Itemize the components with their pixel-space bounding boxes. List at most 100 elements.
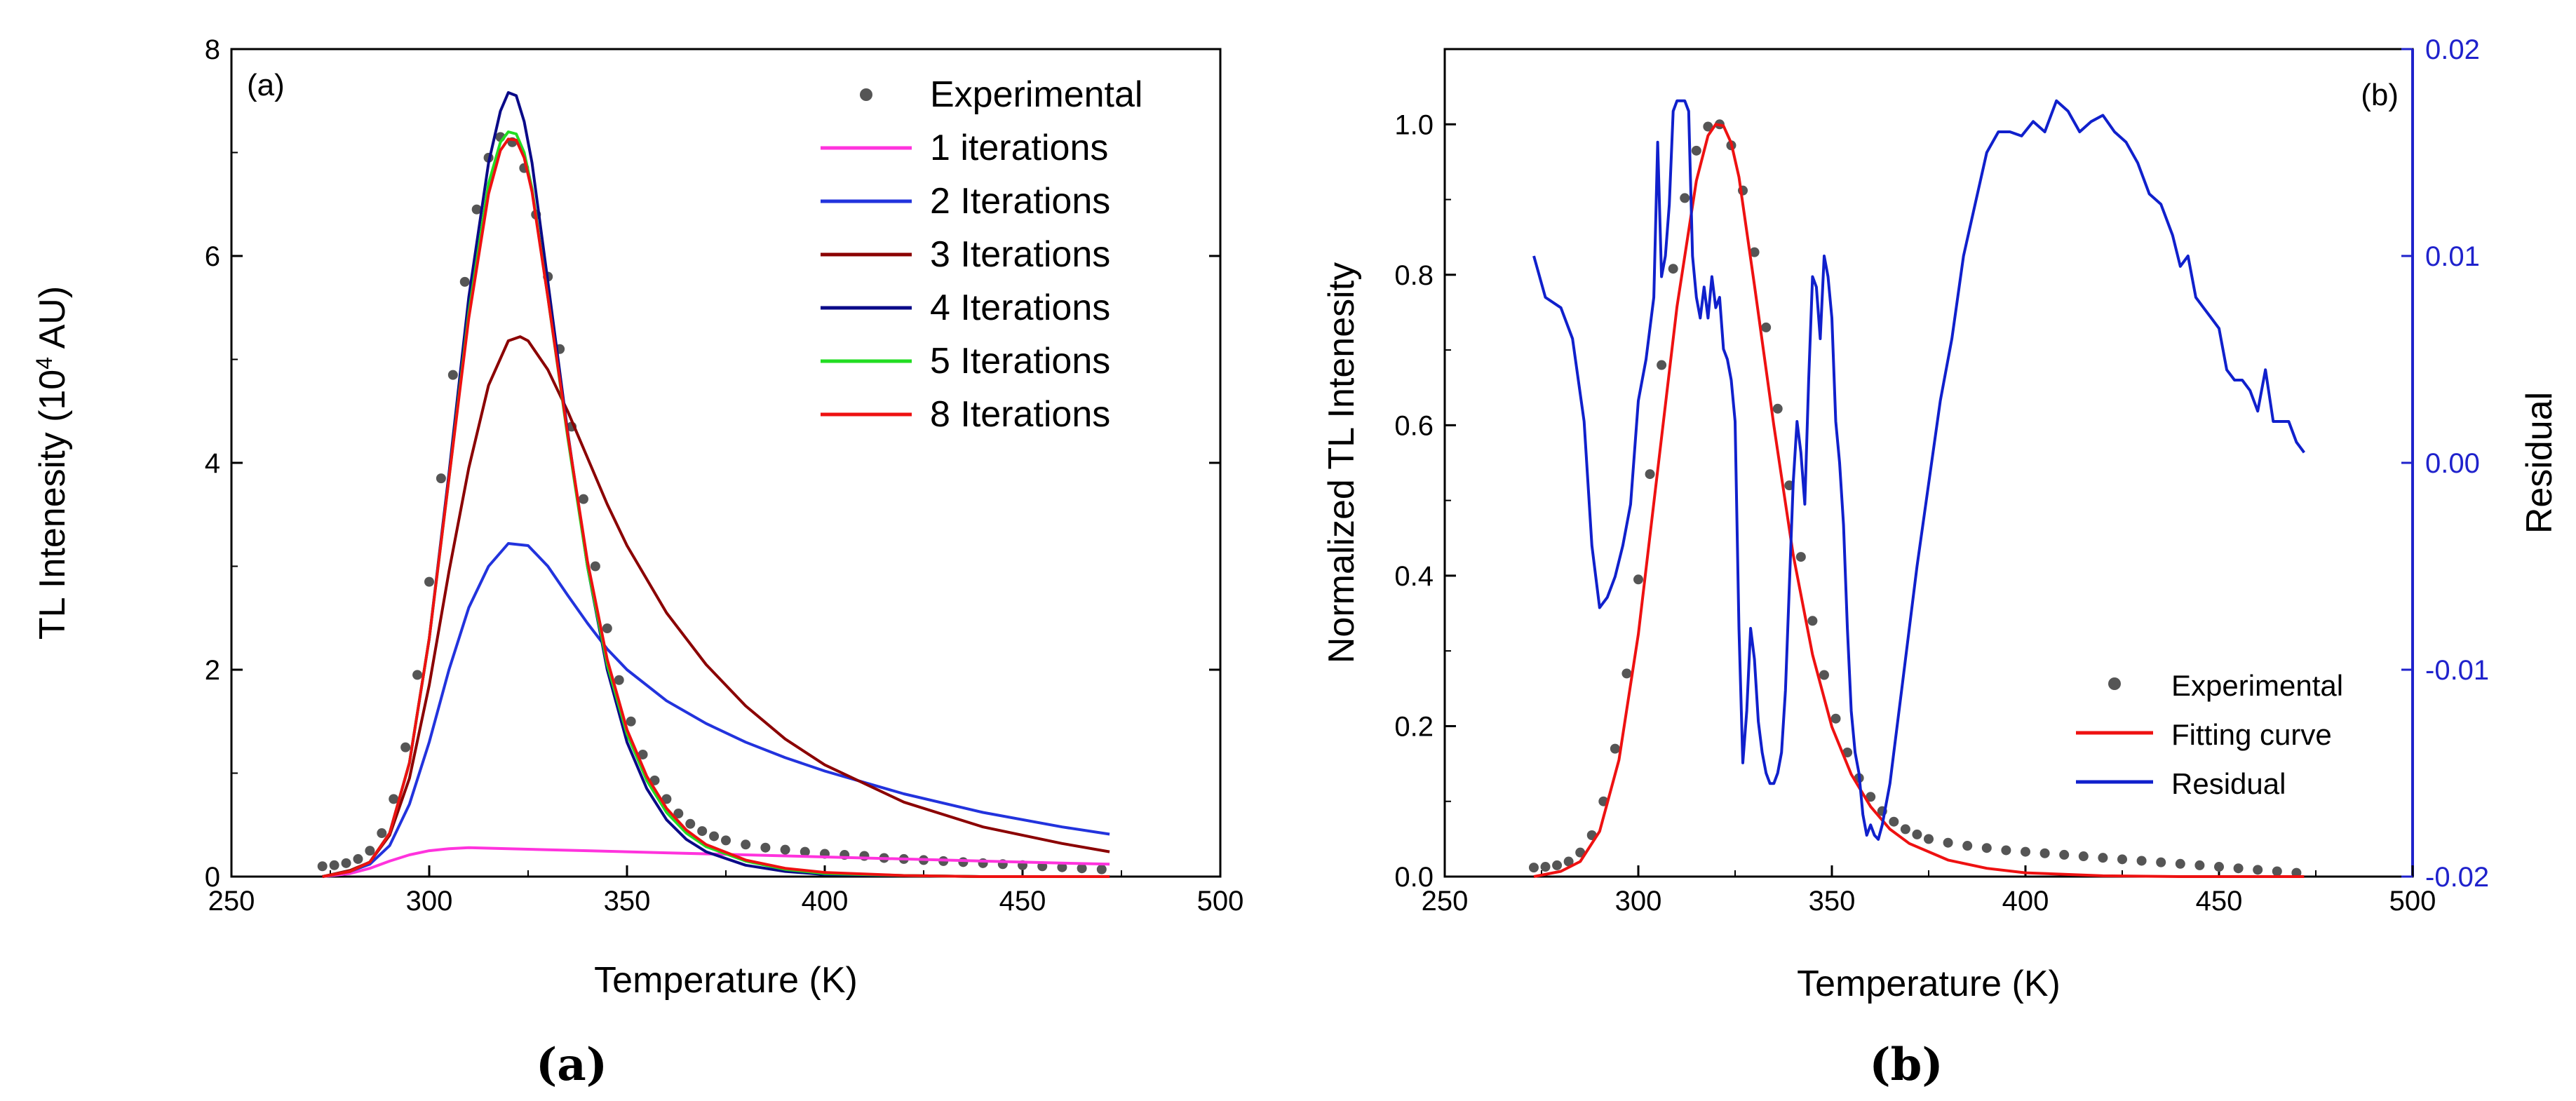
experimental-point bbox=[1540, 862, 1551, 872]
x-tick-label: 400 bbox=[2002, 886, 2049, 917]
experimental-point bbox=[1943, 837, 1953, 848]
x-tick-label: 250 bbox=[208, 886, 255, 917]
series-line-1 bbox=[322, 846, 1110, 878]
x-tick-label: 300 bbox=[1615, 886, 1662, 917]
experimental-point bbox=[1563, 856, 1574, 867]
experimental-point bbox=[1981, 843, 1992, 853]
legend-label: 1 iterations bbox=[930, 128, 1108, 168]
experimental-point bbox=[353, 853, 363, 864]
x-tick-label: 350 bbox=[604, 886, 651, 917]
panel-a-x-axis: 250 300 350 400 450 500 bbox=[208, 865, 1243, 917]
experimental-point bbox=[638, 749, 648, 759]
experimental-point bbox=[2156, 857, 2166, 867]
experimental-point bbox=[661, 794, 672, 804]
experimental-point bbox=[377, 828, 387, 839]
experimental-point bbox=[2175, 858, 2185, 869]
y2-tick-label: -0.01 bbox=[2425, 655, 2489, 686]
panel-b-tag: (b) bbox=[2361, 78, 2399, 112]
experimental-point bbox=[721, 835, 731, 846]
x-tick-label: 350 bbox=[1809, 886, 1856, 917]
experimental-point bbox=[329, 860, 339, 870]
y-tick-label: 0 bbox=[205, 862, 220, 893]
panel-b-x-axis-title: Temperature (K) bbox=[1797, 964, 2061, 1004]
legend-label: Experimental bbox=[930, 74, 1142, 115]
experimental-point bbox=[1657, 360, 1667, 370]
y-tick-label: 0.2 bbox=[1394, 711, 1434, 742]
legend-label: 5 Iterations bbox=[930, 341, 1110, 381]
experimental-point bbox=[436, 473, 446, 484]
experimental-point bbox=[1691, 145, 1701, 156]
panel-a-legend: Experimental 1 iterations 2 Iterations 3 It… bbox=[821, 74, 1142, 435]
series-line-2 bbox=[322, 542, 1110, 878]
panel-a-y-axis: 0 2 4 6 8 bbox=[205, 34, 1220, 893]
experimental-point bbox=[741, 839, 751, 850]
panel-a-series bbox=[317, 91, 1110, 878]
experimental-point bbox=[1703, 121, 1713, 132]
experimental-point bbox=[389, 794, 399, 804]
experimental-point bbox=[400, 742, 411, 752]
legend-label: 8 Iterations bbox=[930, 394, 1110, 435]
panel-b-series bbox=[1528, 99, 2306, 878]
experimental-point bbox=[317, 861, 328, 872]
legend-marker bbox=[860, 88, 872, 101]
experimental-point bbox=[614, 675, 624, 685]
legend-label: 3 Iterations bbox=[930, 234, 1110, 275]
y-tick-label: 0.8 bbox=[1394, 260, 1434, 291]
legend-label: 2 Iterations bbox=[930, 181, 1110, 222]
experimental-point bbox=[1795, 552, 1806, 562]
x-tick-label: 400 bbox=[802, 886, 849, 917]
panel-b-y-axis: 0.0 0.2 0.4 0.6 0.8 1.0 bbox=[1394, 109, 1456, 893]
panel-a-plot-frame bbox=[230, 48, 1222, 878]
experimental-point bbox=[424, 576, 434, 587]
panel-a-y-axis-title-main: TL Intenesity (10 bbox=[32, 370, 73, 640]
experimental-point bbox=[1772, 403, 1783, 414]
y-tick-label: 6 bbox=[205, 241, 220, 272]
x-tick-label: 500 bbox=[2389, 886, 2436, 917]
y-tick-label: 0.0 bbox=[1394, 862, 1434, 893]
experimental-point bbox=[800, 846, 810, 857]
experimental-point bbox=[780, 844, 790, 855]
series-line-6 bbox=[322, 137, 1110, 878]
legend-label: Residual bbox=[2171, 767, 2286, 800]
experimental-point bbox=[412, 670, 423, 680]
experimental-point bbox=[2001, 845, 2011, 856]
experimental-point bbox=[1668, 264, 1678, 274]
experimental-point bbox=[1057, 862, 1067, 872]
experimental-point bbox=[1830, 713, 1841, 724]
experimental-point bbox=[1633, 574, 1643, 585]
experimental-point bbox=[1842, 748, 1853, 757]
experimental-point bbox=[1807, 616, 1818, 626]
x-tick-label: 450 bbox=[999, 886, 1046, 917]
panel-b-y-axis-title: Normalized TL Intenesity bbox=[1321, 262, 1362, 663]
y-tick-label: 0.6 bbox=[1394, 410, 1434, 441]
experimental-point bbox=[1866, 792, 1876, 802]
panel-a-tag: (a) bbox=[247, 68, 285, 102]
panel-b-plot-frame bbox=[1443, 48, 2414, 878]
y-tick-label: 4 bbox=[205, 448, 220, 479]
experimental-point bbox=[1912, 829, 1922, 839]
experimental-point bbox=[2117, 854, 2127, 865]
y-tick-label: 2 bbox=[205, 655, 220, 686]
experimental-point bbox=[1889, 816, 1899, 827]
legend-label: 4 Iterations bbox=[930, 288, 1110, 328]
experimental-point bbox=[2098, 853, 2108, 863]
y2-tick-label: 0.00 bbox=[2425, 448, 2480, 479]
panel-b-y2-axis: -0.02 -0.01 0.00 0.01 0.02 bbox=[2401, 34, 2489, 893]
panel-b-chart: 250 300 350 400 450 500 0.0 0.2 0.4 0.6 0.8 1.0 -0… bbox=[1321, 34, 2560, 1004]
panel-a-y-axis-title: TL Intenesity (104 AU) bbox=[32, 286, 73, 640]
experimental-point bbox=[1621, 668, 1632, 679]
experimental-point bbox=[578, 494, 588, 504]
experimental-point bbox=[1962, 841, 1973, 851]
y-tick-label: 8 bbox=[205, 34, 220, 65]
experimental-point bbox=[1528, 863, 1539, 873]
series-line-1 bbox=[1533, 123, 2305, 878]
experimental-point bbox=[1680, 193, 1690, 203]
experimental-point bbox=[1819, 670, 1829, 680]
legend-label: Experimental bbox=[2171, 669, 2343, 702]
panel-b-legend: Experimental Fitting curve Residual bbox=[2076, 669, 2343, 800]
experimental-point bbox=[459, 276, 470, 287]
experimental-point bbox=[1077, 863, 1087, 874]
experimental-point bbox=[2039, 848, 2050, 858]
subfigure-label-b: (b) bbox=[1869, 1039, 1943, 1091]
panel-b-y2-axis-title: Residual bbox=[2519, 392, 2560, 534]
